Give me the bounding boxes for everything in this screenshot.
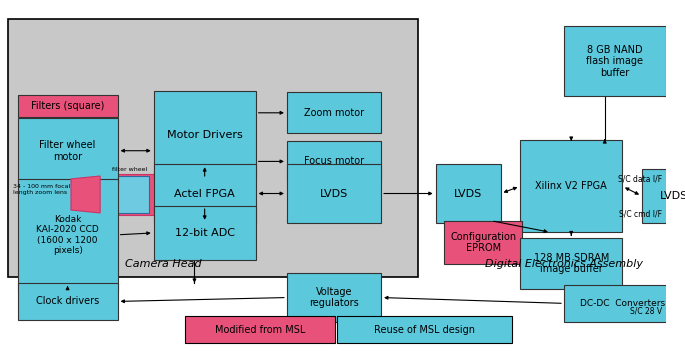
Text: S/C 28 V: S/C 28 V <box>630 307 662 316</box>
Bar <box>8 19 418 277</box>
Bar <box>287 92 381 133</box>
Bar <box>642 169 685 223</box>
Bar <box>71 174 158 215</box>
Text: Clock drivers: Clock drivers <box>36 296 99 307</box>
Text: 34 - 100 mm focal
length zoom lens: 34 - 100 mm focal length zoom lens <box>12 184 70 195</box>
Bar <box>18 179 118 291</box>
Bar <box>18 118 118 184</box>
Bar <box>287 164 381 223</box>
Text: Zoom motor: Zoom motor <box>304 108 364 118</box>
Text: Configuration
EPROM: Configuration EPROM <box>450 232 516 253</box>
Bar <box>338 316 512 343</box>
Bar <box>153 164 256 223</box>
Text: Motor Drivers: Motor Drivers <box>167 130 242 140</box>
Text: Filter wheel
motor: Filter wheel motor <box>40 140 96 162</box>
Text: 12-bit ADC: 12-bit ADC <box>175 228 235 238</box>
Text: Reuse of MSL design: Reuse of MSL design <box>375 325 475 335</box>
Text: Camera Head: Camera Head <box>125 259 202 269</box>
Text: 128 MB SDRAM
image buffer: 128 MB SDRAM image buffer <box>534 253 609 274</box>
Text: filter wheel: filter wheel <box>112 167 147 172</box>
Bar <box>153 92 256 179</box>
Bar <box>436 164 501 223</box>
Text: Focus motor: Focus motor <box>304 156 364 166</box>
Text: DC-DC  Converters: DC-DC Converters <box>580 299 665 308</box>
Bar <box>287 273 381 322</box>
Bar <box>564 285 681 322</box>
Bar <box>18 95 118 117</box>
Text: LVDS: LVDS <box>320 189 348 199</box>
Bar <box>98 176 149 213</box>
Bar <box>520 140 622 232</box>
Text: S/C cmd I/F: S/C cmd I/F <box>619 209 662 219</box>
Text: LVDS: LVDS <box>660 191 685 201</box>
Bar <box>445 221 522 264</box>
Text: 8 GB NAND
flash image
buffer: 8 GB NAND flash image buffer <box>586 45 643 78</box>
Text: Digital Electronics Assembly: Digital Electronics Assembly <box>485 259 643 269</box>
Bar <box>185 316 336 343</box>
Text: Kodak
KAI-2020 CCD
(1600 x 1200
pixels): Kodak KAI-2020 CCD (1600 x 1200 pixels) <box>36 215 99 255</box>
Text: Actel FPGA: Actel FPGA <box>174 189 235 199</box>
Text: Voltage
regulators: Voltage regulators <box>309 287 359 308</box>
Text: S/C data I/F: S/C data I/F <box>618 174 662 183</box>
Bar <box>564 26 666 96</box>
Text: Modified from MSL: Modified from MSL <box>215 325 306 335</box>
Text: Filters (square): Filters (square) <box>31 101 104 111</box>
Bar <box>520 238 622 289</box>
Bar <box>18 283 118 320</box>
Polygon shape <box>71 176 100 213</box>
Bar <box>287 141 381 182</box>
Text: Xilinx V2 FPGA: Xilinx V2 FPGA <box>536 181 607 191</box>
Bar <box>153 206 256 260</box>
Text: LVDS: LVDS <box>454 189 482 199</box>
